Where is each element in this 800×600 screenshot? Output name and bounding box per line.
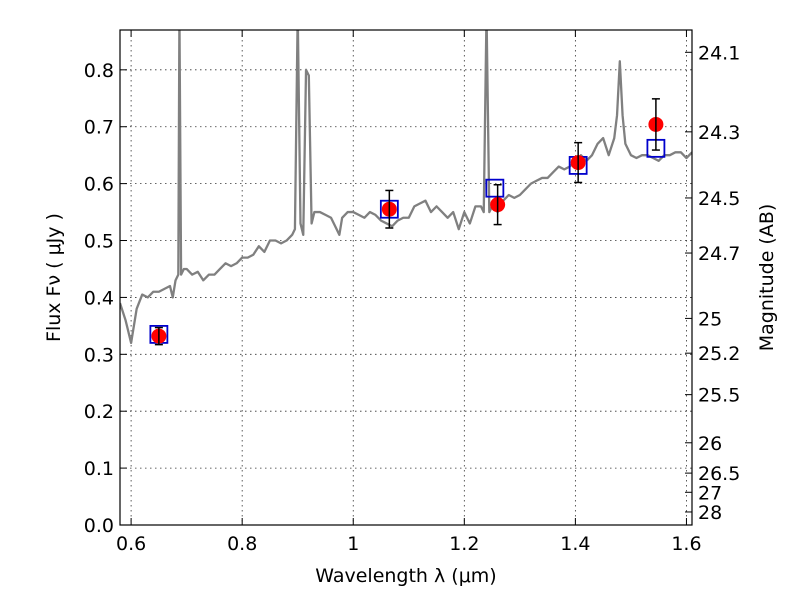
model-square-marker [485, 178, 505, 198]
right-tick-label: 24.5 [698, 188, 740, 210]
right-tick-label: 25.2 [698, 343, 740, 365]
x-tick-label: 0.8 [227, 533, 257, 555]
grid [120, 30, 692, 526]
x-tick-label: 0.6 [116, 533, 146, 555]
right-tick-label: 27 [698, 482, 722, 504]
plot-area [120, 30, 692, 346]
right-axis-title: Magnitude (AB) [756, 204, 778, 352]
y-tick-label: 0.7 [84, 117, 114, 139]
spectrum-line [120, 30, 692, 345]
right-tick-label: 28 [698, 502, 722, 524]
right-tick-label: 25 [698, 308, 722, 330]
x-tick-label: 1.2 [449, 533, 479, 555]
ticks: 0.6 0.8 1 1.2 1.4 1.6 0.0 0.1 0.2 0.3 0.4 0.5 0.6 0.7… [84, 30, 740, 555]
right-tick-label: 26.5 [698, 463, 740, 485]
right-tick-label: 26 [698, 433, 722, 455]
y-tick-label: 0.2 [84, 401, 114, 423]
right-tick-label: 24.1 [698, 42, 740, 64]
right-tick-label: 25.5 [698, 385, 740, 407]
y-axis-title: Flux Fν ( μJy ) [43, 213, 65, 342]
y-tick-label: 0.1 [84, 458, 114, 480]
x-tick-label: 1 [347, 533, 359, 555]
right-tick-label: 24.7 [698, 243, 740, 265]
y-tick-label: 0.3 [84, 344, 114, 366]
plot-frame [119, 29, 693, 526]
y-tick-label: 0.8 [84, 60, 114, 82]
x-axis-title: Wavelength λ (μm) [315, 565, 496, 587]
right-tick-label: 24.3 [698, 122, 740, 144]
y-tick-label: 0.6 [84, 174, 114, 196]
y-tick-label: 0.4 [84, 287, 114, 309]
y-tick-label: 0.0 [84, 515, 114, 537]
x-tick-label: 1.4 [560, 533, 590, 555]
x-tick-label: 1.6 [671, 533, 701, 555]
y-tick-label: 0.5 [84, 231, 114, 253]
